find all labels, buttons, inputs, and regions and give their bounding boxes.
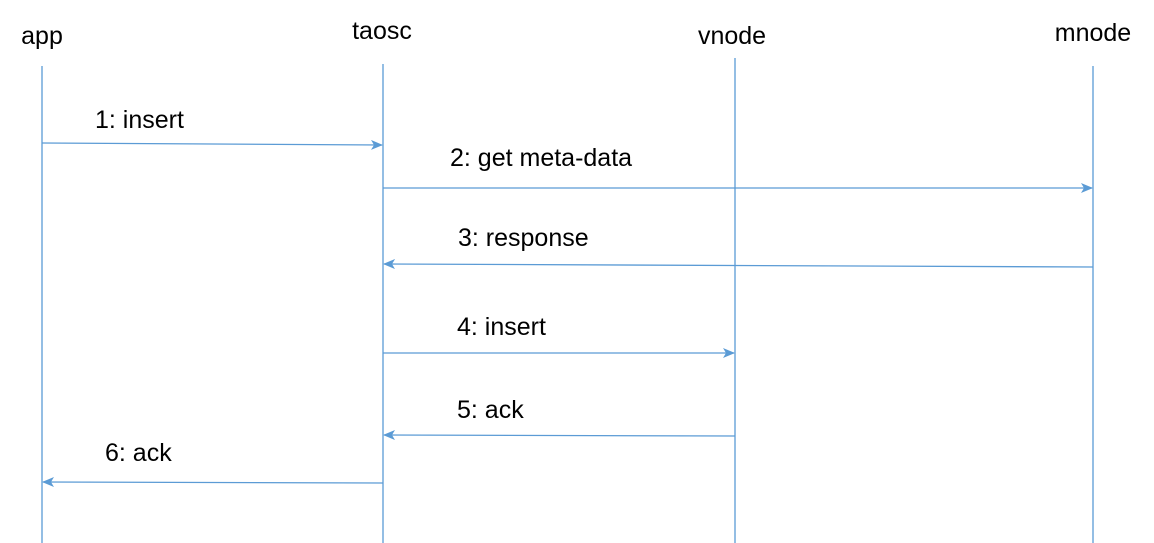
participant-label-mnode: mnode bbox=[1055, 19, 1131, 47]
participant-label-app: app bbox=[21, 22, 63, 50]
message-label-1: 1: insert bbox=[95, 106, 184, 134]
message-label-3: 3: response bbox=[458, 224, 589, 252]
message-arrow-3 bbox=[383, 259, 1094, 270]
message-label-4: 4: insert bbox=[457, 313, 546, 341]
message-arrow-1 bbox=[41, 139, 383, 150]
message-label-5: 5: ack bbox=[457, 396, 524, 424]
message-label-2: 2: get meta-data bbox=[450, 144, 632, 172]
message-arrow-6 bbox=[42, 477, 384, 488]
participant-label-vnode: vnode bbox=[698, 22, 766, 50]
message-label-6: 6: ack bbox=[105, 439, 172, 467]
message-arrow-5 bbox=[383, 430, 736, 441]
participant-label-taosc: taosc bbox=[352, 17, 412, 45]
